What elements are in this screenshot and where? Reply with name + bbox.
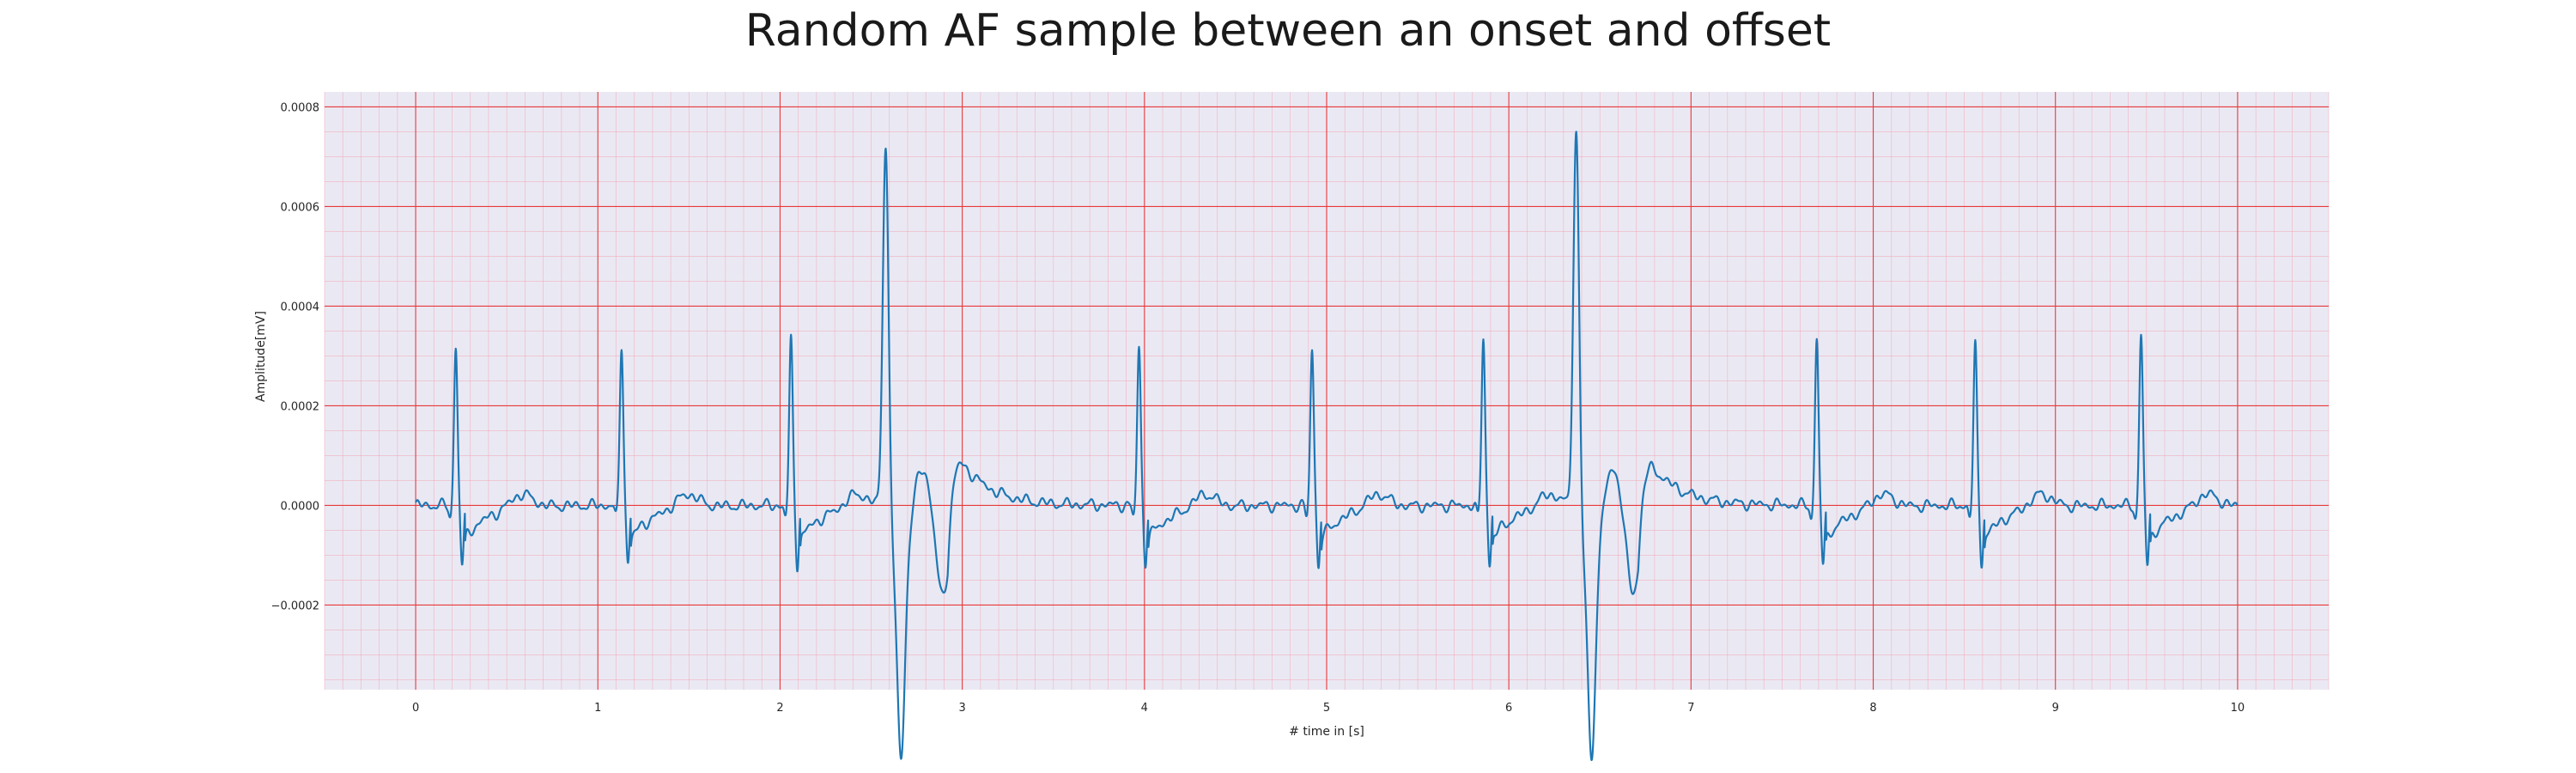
x-tick-label: 2	[776, 702, 783, 715]
y-tick-label: 0.0000	[281, 500, 320, 513]
x-tick-label: 9	[2052, 702, 2059, 715]
x-axis-label: # time in [s]	[1289, 725, 1364, 739]
x-tick-label: 6	[1505, 702, 1512, 715]
x-tick-label: 1	[594, 702, 601, 715]
x-tick-label: 3	[958, 702, 965, 715]
x-tick-label: 4	[1141, 702, 1148, 715]
x-tick-label: 5	[1323, 702, 1330, 715]
chart-title: Random AF sample between an onset and of…	[744, 5, 1832, 57]
x-tick-label: 8	[1869, 702, 1876, 715]
y-axis-label: Amplitude[mV]	[254, 311, 268, 402]
x-tick-label: 7	[1687, 702, 1694, 715]
major-grid	[325, 92, 2329, 690]
y-axis-ticks: −0.0002 0.0000 0.0002 0.0004 0.0006 0.0008	[271, 101, 319, 612]
x-tick-label: 10	[2231, 702, 2245, 715]
x-tick-label: 0	[412, 702, 419, 715]
x-axis-ticks: 0 1 2 3 4 5 6 7 8 9 10	[412, 702, 2245, 715]
y-tick-label: 0.0002	[281, 400, 320, 413]
y-tick-label: 0.0008	[281, 101, 320, 114]
y-tick-label: −0.0002	[271, 600, 319, 612]
y-tick-label: 0.0006	[281, 201, 320, 214]
y-tick-label: 0.0004	[281, 301, 320, 313]
series-line-ecg	[415, 131, 2239, 762]
